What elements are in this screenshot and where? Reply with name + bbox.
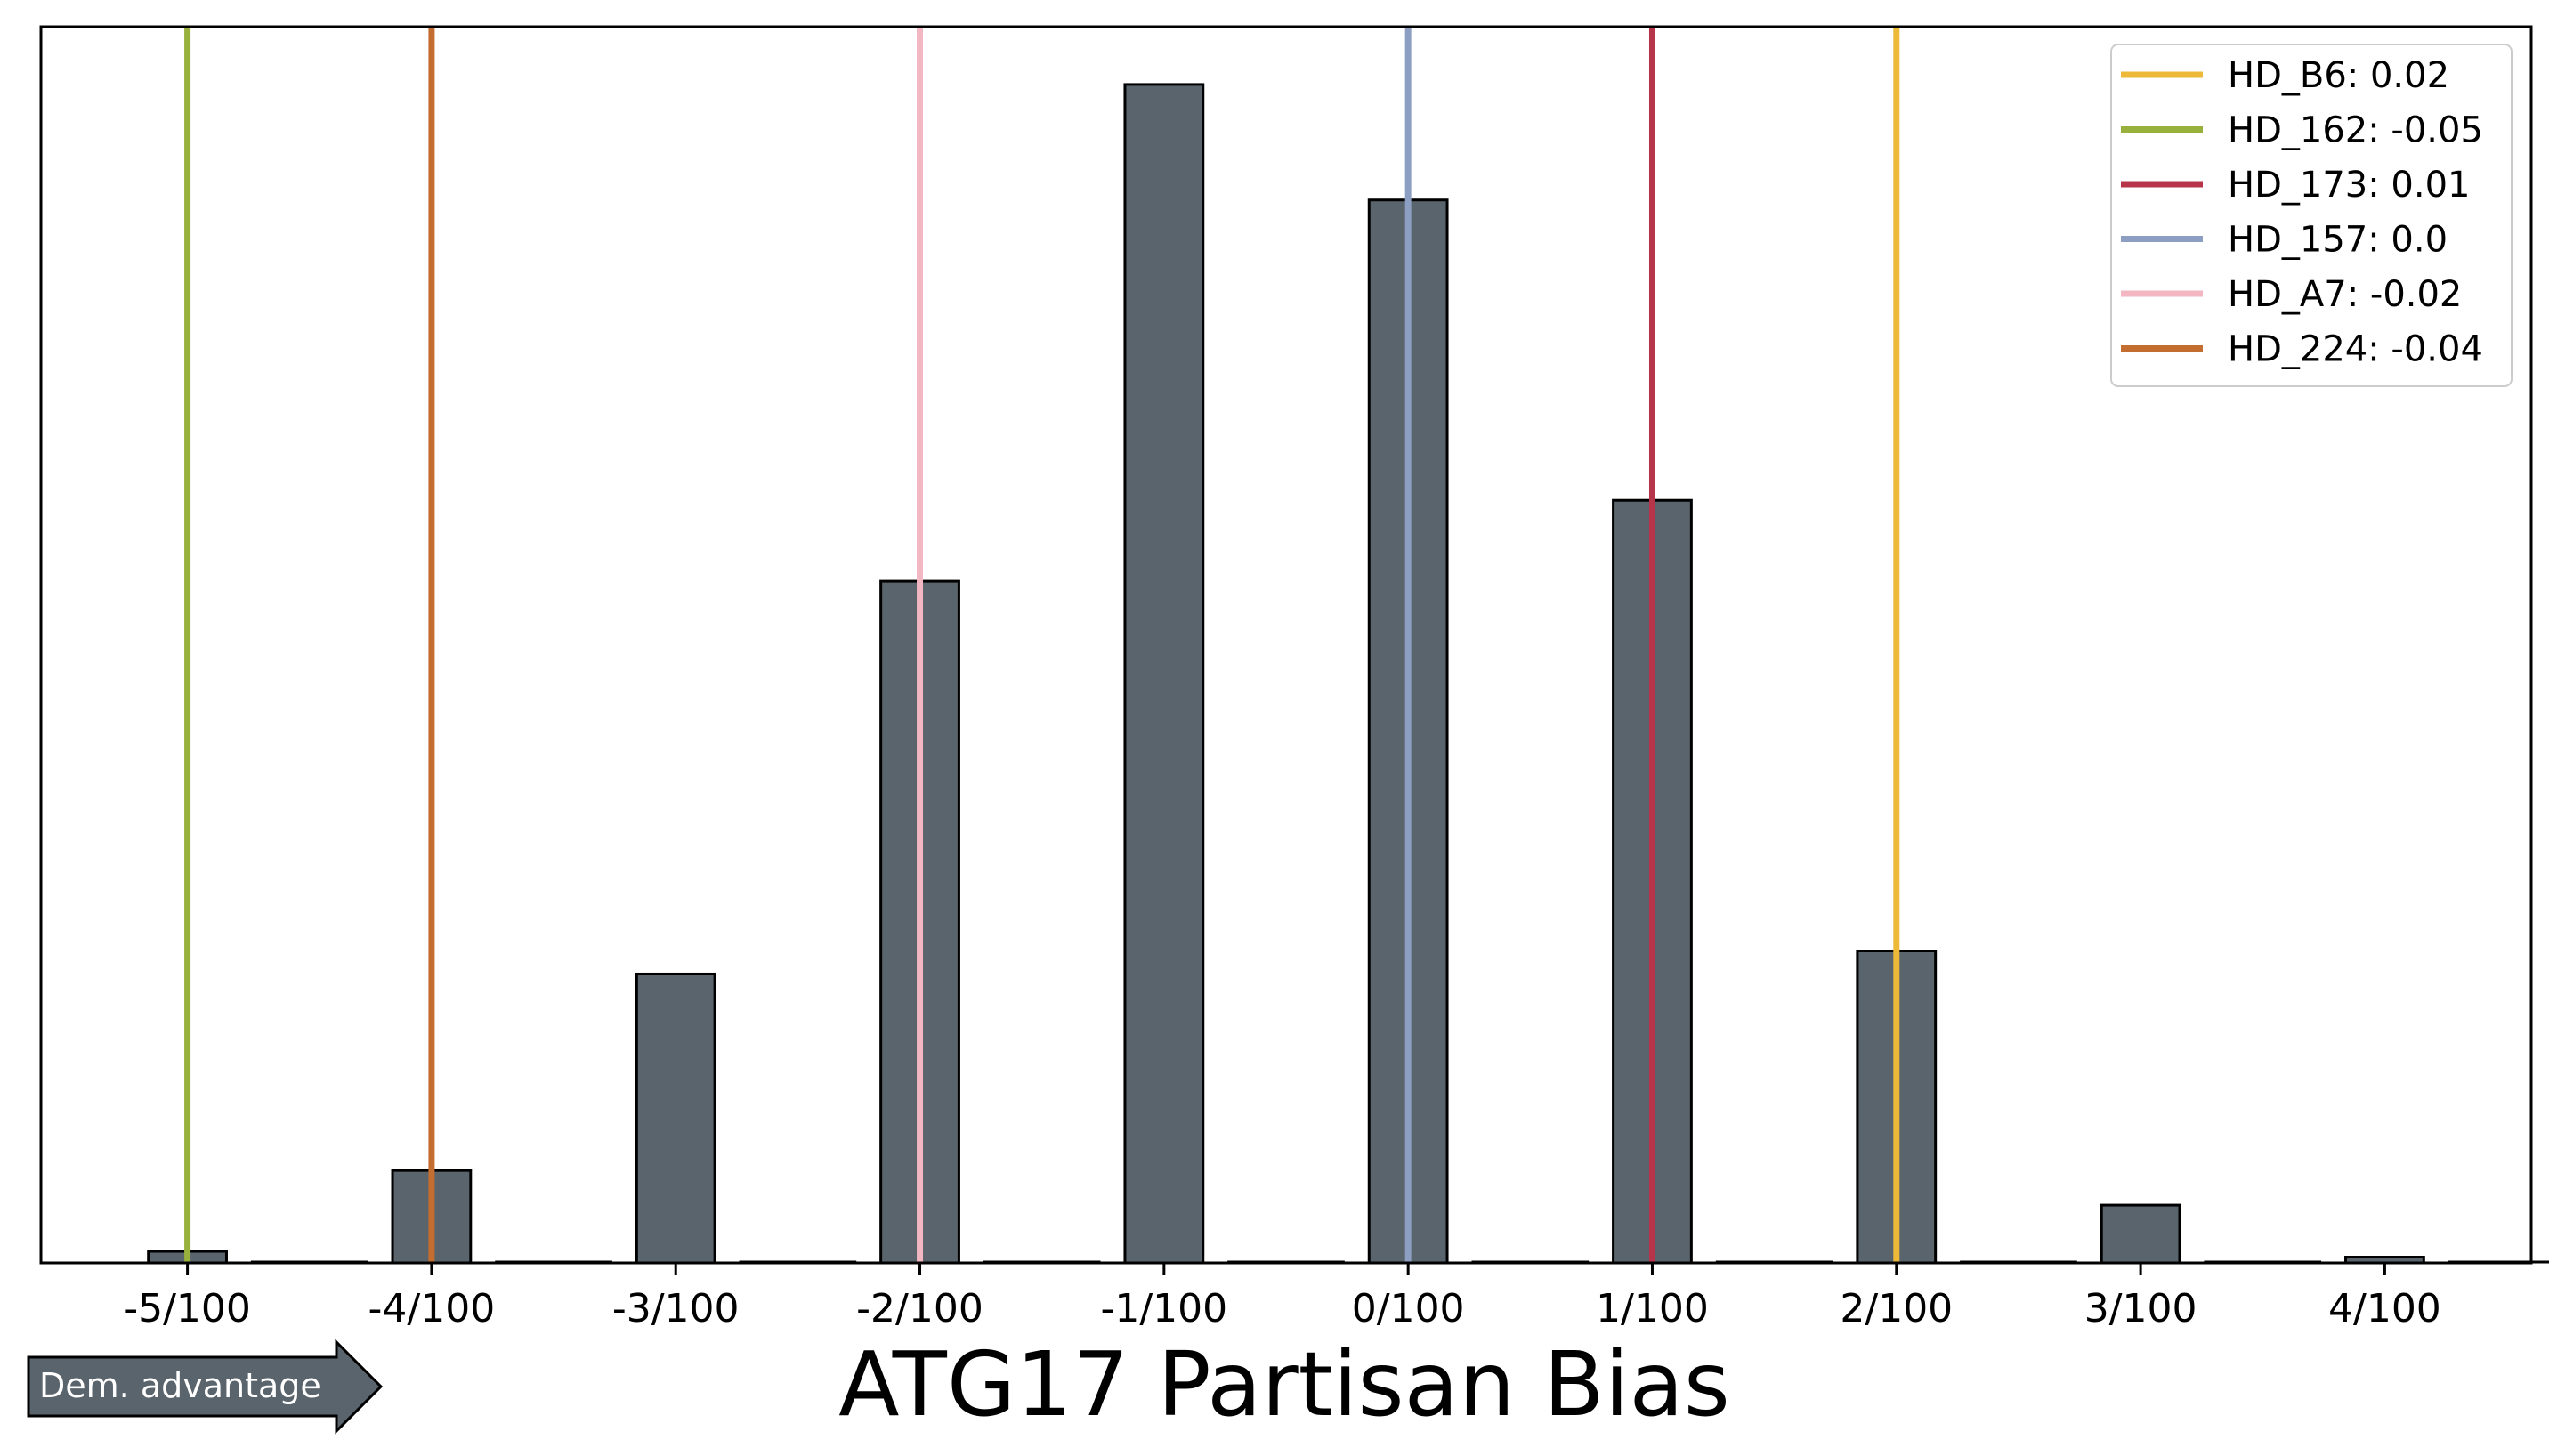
plot-frame	[39, 25, 2533, 1265]
dem-advantage-arrow: Dem. advantage	[27, 1339, 384, 1435]
bars-layer	[147, 83, 2425, 1265]
x-axis-ticks: -5/100 -4/100 -3/100 -2/100 -1/100 0/100 1/100…	[124, 1263, 2441, 1331]
bar--3/100	[635, 972, 716, 1265]
bar-3/100	[2100, 1203, 2181, 1265]
x-tick-label: 0/100	[1352, 1286, 1465, 1331]
bar--1/100	[1123, 83, 1205, 1265]
legend-label-HD_224: HD_224: -0.04	[2228, 329, 2483, 370]
legend-label-HD_B6: HD_B6: 0.02	[2228, 55, 2449, 96]
legend: HD_B6: 0.02 HD_162: -0.05 HD_173: 0.01 HD_1…	[2110, 44, 2513, 387]
x-tick-label: 4/100	[2328, 1286, 2441, 1331]
legend-label-HD_157: HD_157: 0.0	[2228, 220, 2448, 261]
legend-label-HD_A7: HD_A7: -0.02	[2228, 274, 2462, 315]
x-tick-label: -5/100	[124, 1286, 251, 1331]
chart-title: ATG17 Partisan Bias	[838, 1332, 1730, 1436]
legend-label-HD_162: HD_162: -0.05	[2228, 110, 2483, 151]
legend-label-HD_173: HD_173: 0.01	[2228, 165, 2470, 206]
x-tick-label: 3/100	[2084, 1286, 2197, 1331]
reference-lines	[184, 27, 1900, 1263]
legend-box	[2110, 44, 2513, 387]
x-tick-label: -1/100	[1100, 1286, 1227, 1331]
arrow-shape	[27, 1339, 384, 1435]
x-tick-label: -3/100	[612, 1286, 740, 1331]
x-tick-label: 1/100	[1596, 1286, 1709, 1331]
x-tick-label: -4/100	[368, 1286, 496, 1331]
arrow-label: Dem. advantage	[39, 1366, 321, 1405]
x-tick-label: -2/100	[856, 1286, 983, 1331]
x-tick-label: 2/100	[1840, 1286, 1953, 1331]
